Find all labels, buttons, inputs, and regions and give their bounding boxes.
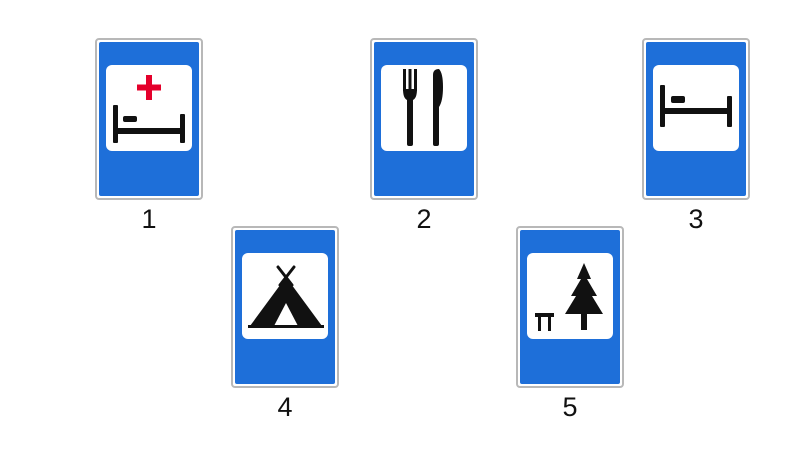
sign-blue-field: [99, 42, 199, 196]
tent-icon: [248, 265, 324, 328]
sign-blue-field: [374, 42, 474, 196]
sign-blue-field: [520, 230, 620, 384]
sign-plate: [95, 38, 203, 200]
sign-plate: [642, 38, 750, 200]
red-cross-icon: [137, 75, 161, 100]
sign-white-panel: [106, 65, 192, 151]
hospital-symbol: [113, 75, 185, 143]
sign-number: 5: [562, 392, 578, 422]
sign-number: 4: [277, 392, 293, 422]
fir-tree-icon: [565, 263, 603, 330]
bed-icon: [113, 105, 185, 143]
sign-number: 3: [688, 204, 704, 234]
camping-symbol: [248, 265, 324, 328]
rest-area-symbol: [535, 263, 603, 331]
knife-icon: [433, 69, 443, 146]
sign-white-panel: [653, 65, 739, 151]
sign-white-panel: [381, 65, 467, 151]
sign-number: 2: [416, 204, 432, 234]
bench-icon: [535, 313, 554, 331]
sign-plate: [231, 226, 339, 388]
restaurant-symbol: [403, 69, 443, 146]
fork-icon: [403, 69, 417, 146]
sign-number: 1: [141, 204, 157, 234]
hotel-symbol: [660, 85, 732, 127]
sign-blue-field: [235, 230, 335, 384]
sign-plate: [370, 38, 478, 200]
sign-white-panel: [242, 253, 328, 339]
sign-white-panel: [527, 253, 613, 339]
bed-icon: [660, 85, 732, 127]
sign-plate: [516, 226, 624, 388]
sign-blue-field: [646, 42, 746, 196]
